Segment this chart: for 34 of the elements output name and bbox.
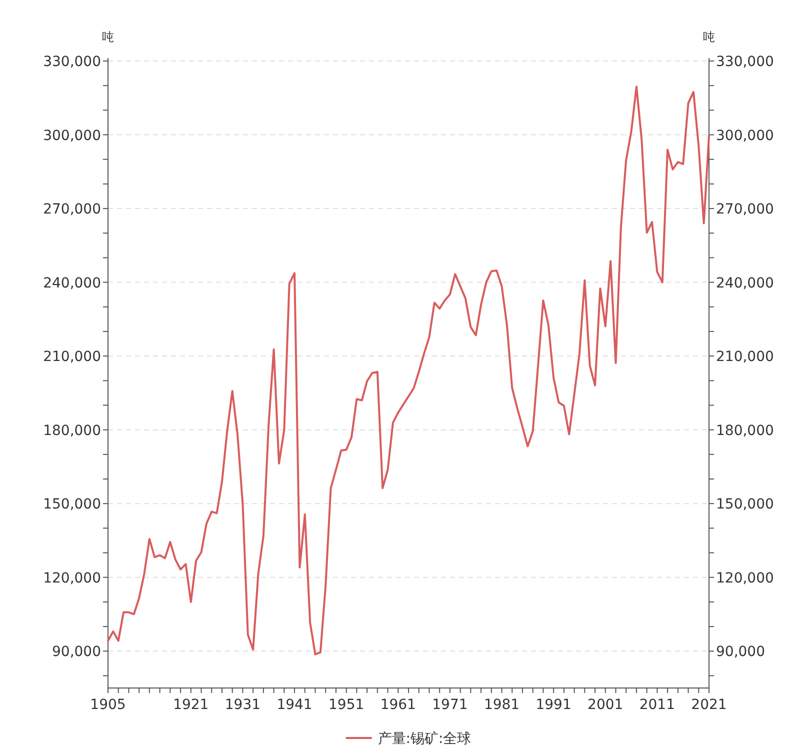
x-tick-label: 1931 <box>224 697 261 713</box>
y2-tick-label: 270,000 <box>716 202 774 218</box>
y2-axis-title: 吨 <box>703 30 715 44</box>
x-tick-label: 1961 <box>380 697 416 713</box>
y-tick-label: 210,000 <box>43 349 101 366</box>
y2-tick-label: 330,000 <box>716 54 774 70</box>
x-tick-label: 2021 <box>691 697 727 713</box>
y-tick-label: 90,000 <box>52 644 101 660</box>
y2-tick-label: 300,000 <box>716 128 774 144</box>
y-tick-label: 120,000 <box>43 570 101 586</box>
y2-tick-label: 240,000 <box>716 275 774 292</box>
y2-tick-label: 210,000 <box>716 349 774 366</box>
y2-tick-label: 180,000 <box>716 422 774 439</box>
y-tick-label: 240,000 <box>43 275 101 292</box>
x-tick-label: 1921 <box>173 697 209 713</box>
x-tick-label: 1991 <box>536 697 572 713</box>
y2-tick-label: 120,000 <box>716 570 774 586</box>
x-tick-label: 2011 <box>639 697 676 713</box>
y-tick-label: 150,000 <box>43 496 101 513</box>
x-tick-label: 1971 <box>432 697 468 713</box>
y2-tick-label: 90,000 <box>716 644 765 660</box>
x-tick-label: 1941 <box>276 697 312 713</box>
x-tick-label: 1951 <box>328 697 364 713</box>
x-tick-label: 2001 <box>588 697 624 713</box>
y-tick-label: 180,000 <box>43 422 101 439</box>
y-tick-label: 270,000 <box>43 202 101 218</box>
line-series <box>107 86 710 656</box>
y2-tick-label: 150,000 <box>716 496 774 513</box>
x-tick-label: 1981 <box>484 697 520 713</box>
y-axis-title: 吨 <box>102 30 114 44</box>
legend-label: 产量:锡矿:全球 <box>378 731 472 747</box>
y-tick-label: 300,000 <box>43 128 101 144</box>
y-tick-label: 330,000 <box>43 54 101 70</box>
x-tick-label: 1905 <box>90 697 126 713</box>
